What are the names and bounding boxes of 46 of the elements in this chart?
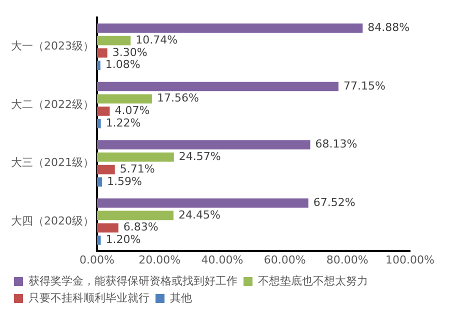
bar [96, 140, 310, 150]
data-label: 1.20% [106, 233, 141, 246]
x-tick-label: 40.00% [201, 253, 244, 266]
data-label: 1.22% [106, 116, 141, 130]
data-label: 77.15% [343, 79, 386, 92]
data-label: 17.56% [156, 92, 199, 105]
bar [96, 236, 101, 245]
bar [96, 60, 100, 70]
data-label: 24.45% [178, 208, 220, 222]
y-tick-label: 大一（2023级） [10, 40, 94, 53]
bar [96, 36, 131, 46]
bar [96, 210, 174, 220]
data-label: 3.30% [112, 46, 148, 59]
y-tick-label: 大二（2022级） [10, 98, 94, 111]
data-label: 68.13% [315, 138, 358, 151]
bar [96, 24, 363, 33]
bar [96, 94, 152, 104]
bar [96, 106, 110, 116]
x-tick-label: 0.00% [80, 253, 114, 266]
x-tick-label: 20.00% [138, 253, 181, 266]
legend-label: 获得奖学金，能获得保研资格或找到好工作 [28, 274, 238, 288]
bar [96, 198, 308, 208]
bar [96, 48, 108, 58]
data-label: 5.71% [120, 162, 155, 176]
bar [96, 223, 118, 232]
data-label: 84.88% [368, 21, 410, 34]
bar [96, 164, 115, 174]
bar [96, 177, 102, 187]
legend-label: 其他 [170, 291, 192, 304]
data-label: 67.52% [313, 196, 356, 209]
data-label: 1.59% [106, 174, 142, 188]
y-tick-label: 大四（2020级） [10, 214, 94, 228]
data-label: 24.57% [178, 150, 221, 164]
x-tick-label: 100.00% [386, 253, 434, 266]
data-label: 1.08% [105, 58, 140, 72]
x-tick-label: 80.00% [326, 253, 368, 266]
y-tick-label: 大三（2021级） [10, 156, 94, 170]
legend-label: 不想垫底也不想太努力 [258, 274, 368, 288]
data-label: 4.07% [114, 104, 150, 118]
bar [96, 82, 338, 92]
data-label: 10.74% [136, 33, 178, 46]
legend-label: 只要不挂科顺利毕业就行 [28, 291, 150, 304]
x-tick-label: 60.00% [264, 253, 306, 266]
data-label: 6.83% [123, 220, 158, 234]
bar [96, 152, 174, 162]
bar [96, 118, 101, 128]
